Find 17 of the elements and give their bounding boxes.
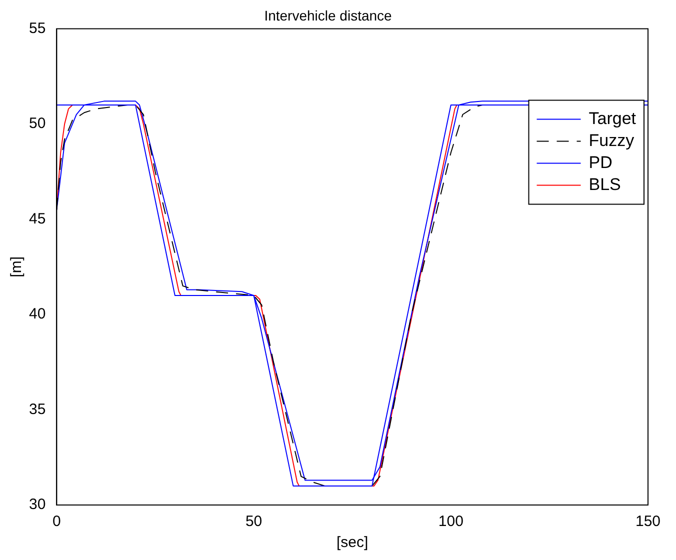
y-tick-label: 35 [28,400,46,418]
legend-label: BLS [588,174,621,194]
y-tick-label: 40 [28,306,46,323]
x-tick-label: 100 [438,513,464,530]
legend-label: PD [588,152,612,172]
x-tick-label: 150 [635,513,661,530]
x-tick-label: 0 [52,513,61,530]
y-axis-title: [m] [8,256,26,278]
y-tick-label: 45 [28,210,46,228]
x-axis-title: [sec] [336,534,368,552]
x-tick-label: 50 [245,513,262,530]
legend-label: Fuzzy [588,130,635,150]
y-tick-label: 30 [28,496,46,514]
legend-label: Target [588,108,636,128]
chart-title: Intervehicle distance [264,7,392,24]
y-tick-label: 50 [28,115,46,132]
y-tick-label: 55 [28,20,46,37]
